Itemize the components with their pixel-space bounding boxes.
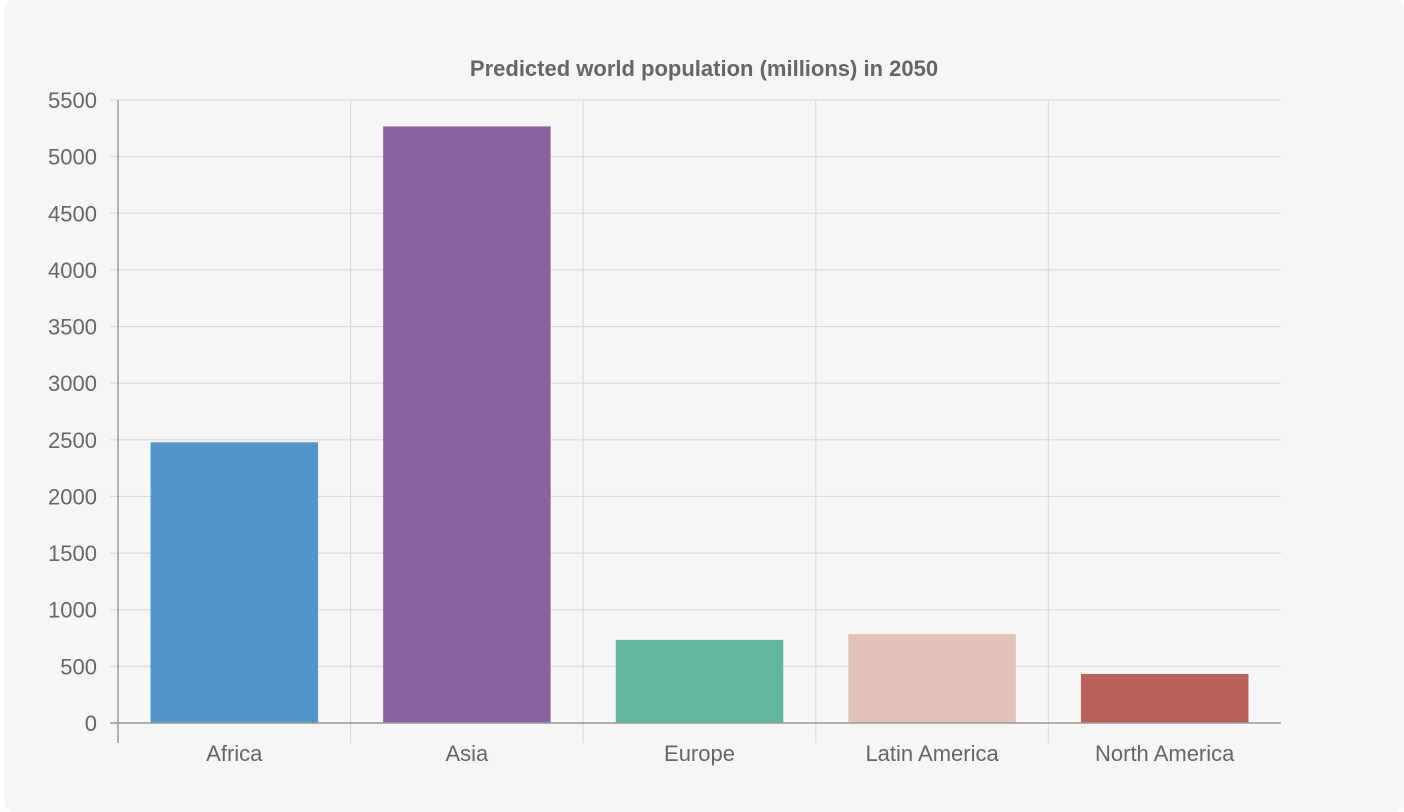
axes-layer [110, 100, 1281, 743]
y-tick-label: 5000 [48, 145, 97, 170]
y-tick-label: 1500 [48, 541, 97, 566]
x-tick-label: Asia [446, 741, 490, 766]
y-tick-label: 2500 [48, 428, 97, 453]
y-tick-label: 5500 [48, 88, 97, 113]
y-tick-label: 3000 [48, 371, 97, 396]
bar-latin-america[interactable] [848, 634, 1016, 723]
labels-layer: 0 500 1000 1500 2000 2500 3000 3500 4000 4500 5000… [48, 88, 1235, 766]
y-tick-label: 0 [85, 711, 97, 736]
bars-layer [150, 126, 1249, 723]
x-tick-label: North America [1095, 741, 1235, 766]
y-tick-label: 3500 [48, 315, 97, 340]
y-tick-label: 4500 [48, 201, 97, 226]
bar-asia[interactable] [383, 126, 551, 723]
chart-title: Predicted world population (millions) in… [470, 56, 938, 81]
bar-europe[interactable] [615, 639, 784, 723]
x-tick-label: Latin America [865, 741, 999, 766]
x-tick-label: Africa [206, 741, 263, 766]
y-tick-label: 1000 [48, 598, 97, 623]
x-tick-label: Europe [664, 741, 735, 766]
y-tick-label: 2000 [48, 484, 97, 509]
bar-north-america[interactable] [1080, 673, 1249, 723]
y-tick-label: 4000 [48, 258, 97, 283]
y-tick-label: 500 [60, 654, 97, 679]
bar-africa[interactable] [150, 442, 319, 723]
